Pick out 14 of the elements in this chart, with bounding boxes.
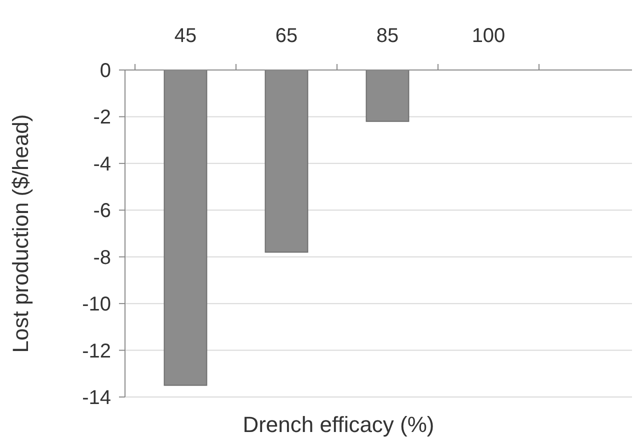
y-tick-label: -10 [82,294,111,316]
x-tick-label: 65 [275,25,298,47]
y-axis-title: Lost production ($/head) [8,114,33,353]
y-tick-label: -12 [82,340,111,362]
y-tick-label: -2 [93,106,111,129]
y-tick-label: 0 [100,60,111,82]
x-axis-title: Drench efficacy (%) [242,412,434,437]
y-tick-label: -4 [93,153,111,176]
y-tick-label: -14 [82,387,111,409]
y-tick-label: -8 [93,246,111,269]
x-tick-label: 85 [376,25,399,47]
y-tick-label: -6 [93,200,111,222]
x-tick-label: 45 [174,25,197,47]
x-tick-label: 100 [472,25,506,47]
